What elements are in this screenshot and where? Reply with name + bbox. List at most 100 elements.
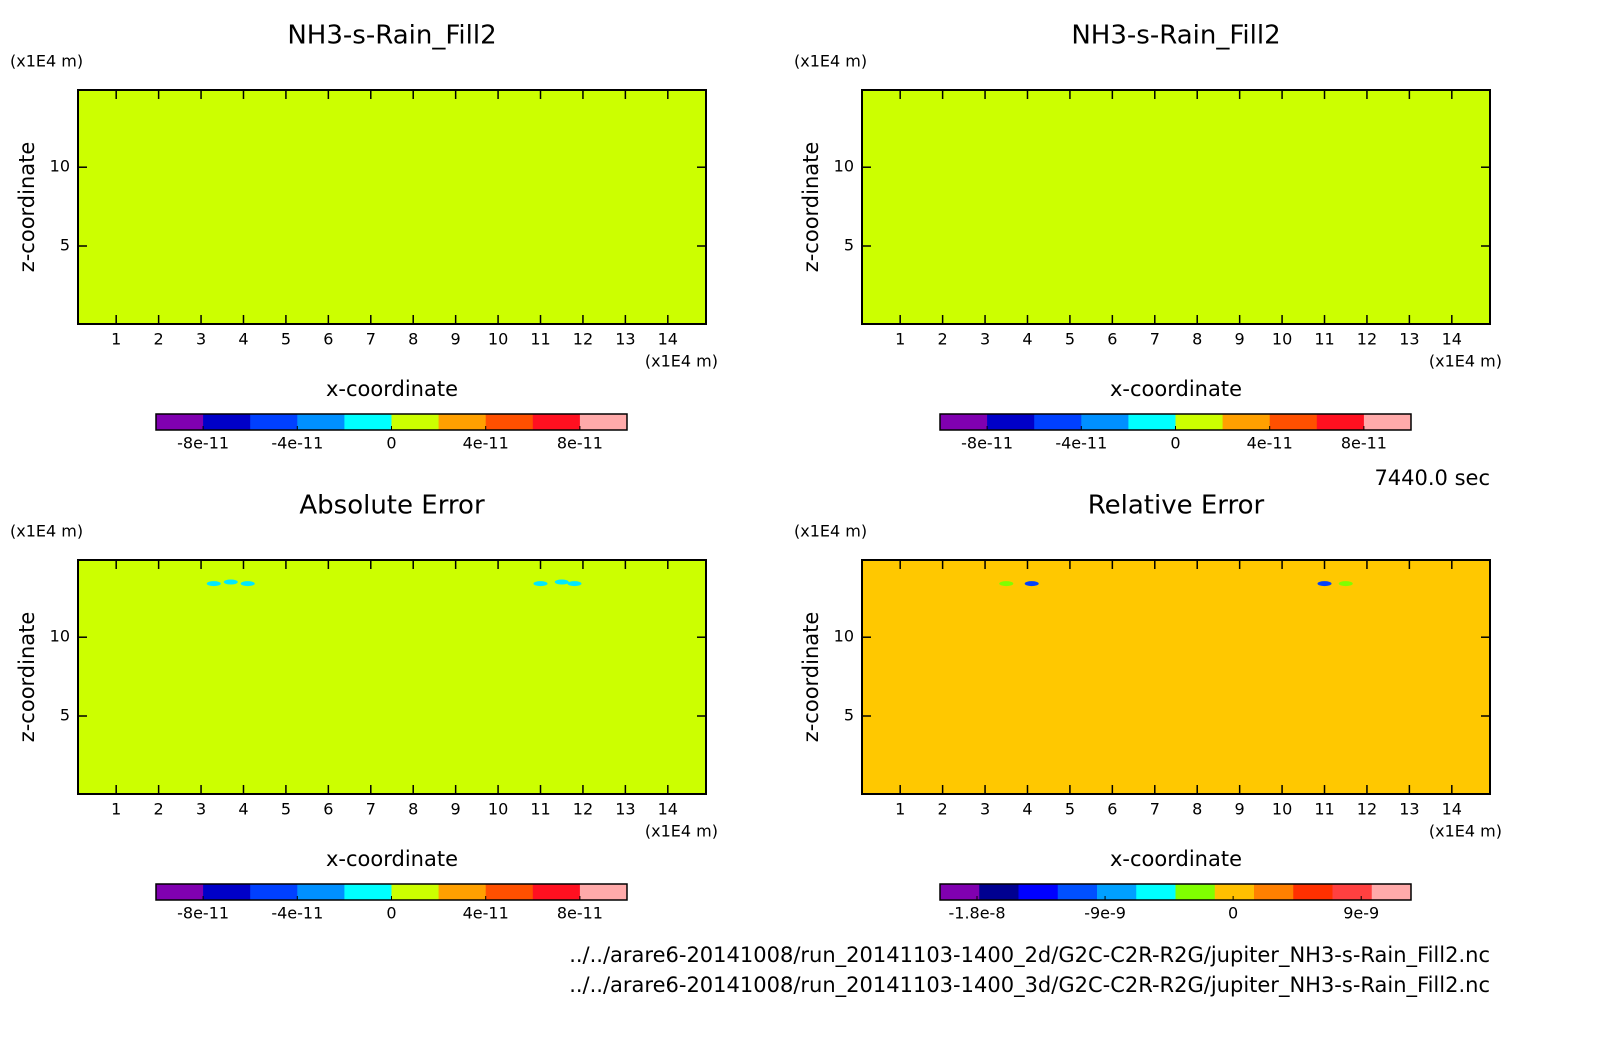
contour-feature [567,581,582,587]
colorbar-swatch [1293,884,1333,900]
y-tick-label: 5 [60,706,70,725]
colorbar-swatch [579,884,628,900]
colorbar-swatch [344,414,392,430]
y-tick-label: 5 [60,236,70,255]
x-tick-label: 13 [1399,330,1419,349]
chart-title: Relative Error [1088,491,1265,521]
x-tick-label: 10 [1272,800,1292,819]
x-unit: (x1E4 m) [1429,352,1502,371]
x-tick-label: 3 [980,330,990,349]
x-tick-label: 14 [658,330,678,349]
colorbar-swatch [1081,414,1129,430]
colorbar-tick-label: 0 [1228,904,1238,923]
colorbar-swatch [250,414,298,430]
x-tick-label: 12 [1357,330,1377,349]
x-tick-label: 8 [408,330,418,349]
y-tick-label: 10 [834,157,854,176]
colorbar-swatch [1316,414,1365,430]
colorbar-swatch [1214,884,1255,900]
colorbar-swatch [250,884,298,900]
colorbar-swatch [1332,884,1373,900]
x-tick-label: 1 [895,800,905,819]
x-tick-label: 11 [1314,330,1334,349]
x-tick-label: 1 [111,800,121,819]
x-tick-label: 3 [196,330,206,349]
x-tick-label: 11 [530,330,550,349]
colorbar-swatch [979,884,1019,900]
x-tick-label: 11 [1314,800,1334,819]
x-tick-label: 9 [451,330,461,349]
colorbar-swatch [987,414,1035,430]
x-tick-label: 10 [1272,330,1292,349]
colorbar-swatch [532,414,581,430]
x-tick-label: 14 [658,800,678,819]
x-tick-label: 9 [451,800,461,819]
x-axis-label: x-coordinate [1110,377,1242,401]
colorbar-swatch [485,884,534,900]
colorbar-swatch [438,884,487,900]
contour-feature [533,581,548,587]
x-tick-label: 4 [238,330,248,349]
contour-feature [223,579,238,585]
colorbar-tick-label: -1.8e-8 [948,904,1005,923]
colorbar-swatch [1175,884,1216,900]
x-tick-label: 8 [408,800,418,819]
chart-title: Absolute Error [299,491,485,521]
colorbar-swatch [391,884,440,900]
colorbar-swatch [940,884,980,900]
colorbar-tick-label: 8e-11 [1341,434,1387,453]
colorbar-swatch [438,414,487,430]
x-unit: (x1E4 m) [645,352,718,371]
x-tick-label: 11 [530,800,550,819]
colorbar-swatch [1269,414,1318,430]
colorbar-swatch [579,414,628,430]
colorbar-swatch [1057,884,1098,900]
y-axis-label: z-coordinate [15,612,39,743]
x-axis-label: x-coordinate [1110,847,1242,871]
x-tick-label: 2 [154,330,164,349]
colorbar-tick-label: 0 [1170,434,1180,453]
y-axis-label: z-coordinate [15,142,39,273]
x-tick-label: 12 [1357,800,1377,819]
colorbar-tick-label: -4e-11 [271,434,323,453]
x-tick-label: 8 [1192,800,1202,819]
x-tick-label: 2 [154,800,164,819]
colorbar-tick-label: -4e-11 [1055,434,1107,453]
colorbar-swatch [1175,414,1224,430]
x-tick-label: 5 [281,800,291,819]
colorbar-tick-label: -9e-9 [1084,904,1126,923]
x-tick-label: 12 [573,330,593,349]
x-tick-label: 4 [238,800,248,819]
colorbar-frame [939,883,1412,901]
x-tick-label: 14 [1442,330,1462,349]
x-tick-label: 13 [615,800,635,819]
colorbar-swatch [1136,884,1176,900]
colorbar-tick-label: -8e-11 [177,904,229,923]
x-tick-label: 6 [323,330,333,349]
colorbar-tick-label: -8e-11 [961,434,1013,453]
file-path: ../../arare6-20141008/run_20141103-1400_… [569,973,1490,998]
contour-feature [999,581,1014,587]
x-tick-label: 5 [1065,330,1075,349]
colorbar-swatch [156,884,204,900]
colorbar-swatch [156,414,204,430]
x-tick-label: 6 [1107,330,1117,349]
y-axis-label: z-coordinate [799,612,823,743]
y-axis-label: z-coordinate [799,142,823,273]
colorbar-swatch [203,414,251,430]
colorbar-tick-label: 4e-11 [463,434,509,453]
contour-feature [240,581,255,587]
y-unit: (x1E4 m) [10,52,83,71]
chart-title: NH3-s-Rain_Fill2 [1071,21,1280,51]
x-tick-label: 6 [1107,800,1117,819]
colorbar-tick-label: -8e-11 [177,434,229,453]
x-tick-label: 8 [1192,330,1202,349]
colorbar-swatch [1254,884,1294,900]
colorbar-swatch [1371,884,1412,900]
plot-frame [77,559,707,795]
x-unit: (x1E4 m) [645,822,718,841]
field [862,90,1490,324]
contour-feature [1024,581,1039,587]
contour-feature [206,581,221,587]
